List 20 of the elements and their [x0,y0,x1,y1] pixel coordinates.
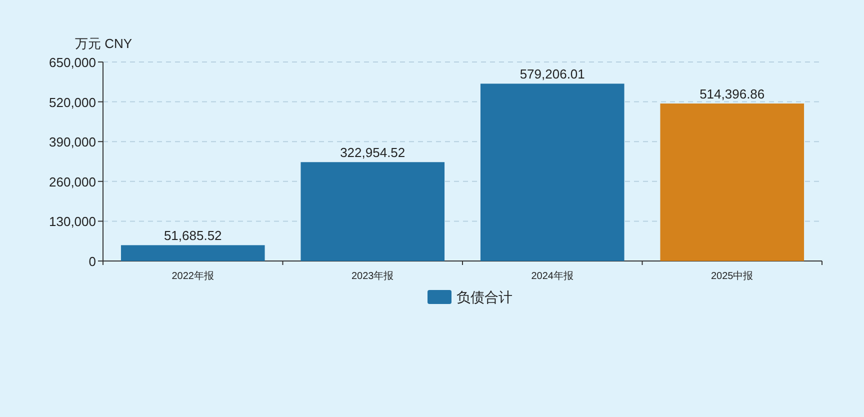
bar [300,162,445,261]
x-tick-label: 2025中报 [711,270,754,282]
y-tick-label: 260,000 [49,174,96,190]
data-label: 579,206.01 [520,66,585,82]
y-tick-label: 390,000 [49,134,96,150]
y-tick-label: 130,000 [49,214,96,230]
data-label: 322,954.52 [340,145,406,160]
x-tick-label: 2024年报 [531,270,574,282]
x-tick-label: 2022年报 [172,270,214,282]
y-axis-title: 万元 CNY [75,36,132,51]
y-tick-label: 0 [88,254,96,269]
y-tick-label: 520,000 [49,94,96,110]
y-tick-label: 650,000 [49,55,96,70]
bar [480,84,624,261]
legend-label: 负债合计 [456,289,512,305]
bar [120,245,265,261]
data-label: 514,396.86 [700,86,765,102]
data-label: 51,685.52 [164,228,222,244]
x-tick-label: 2023年报 [352,270,394,282]
bar [660,104,804,261]
